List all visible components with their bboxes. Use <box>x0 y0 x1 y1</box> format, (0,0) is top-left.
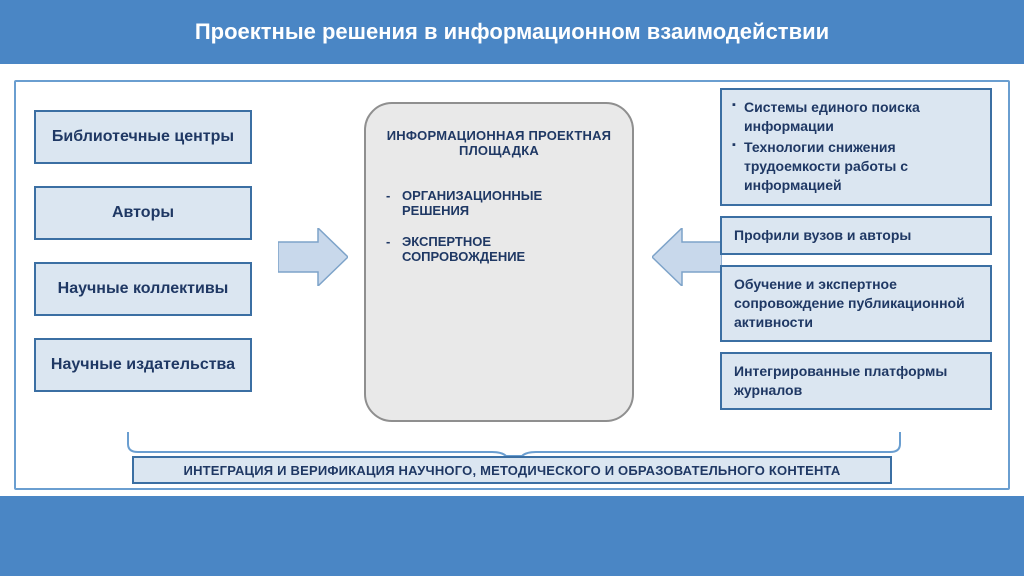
footer-band <box>0 496 1024 576</box>
diagram-frame: Библиотечные центры Авторы Научные колле… <box>14 80 1010 490</box>
right-box-0-bullet-0: Системы единого поиска информации <box>732 98 978 136</box>
right-box-3: Интегрированные платформы журналов <box>720 352 992 410</box>
slide-title: Проектные решения в информационном взаим… <box>195 19 829 45</box>
connector-bracket-icon <box>126 432 902 456</box>
right-box-1: Профили вузов и авторы <box>720 216 992 255</box>
right-box-0-bullet-1: Технологии снижения трудоемкости работы … <box>732 138 978 195</box>
left-box-3: Научные издательства <box>34 338 252 392</box>
center-list: ОРГАНИЗАЦИОННЫЕ РЕШЕНИЯ ЭКСПЕРТНОЕ СОПРО… <box>386 188 612 264</box>
left-box-2: Научные коллективы <box>34 262 252 316</box>
right-box-2: Обучение и экспертное сопровождение публ… <box>720 265 992 342</box>
center-item-1: ЭКСПЕРТНОЕ СОПРОВОЖДЕНИЕ <box>386 234 612 264</box>
bottom-label: ИНТЕГРАЦИЯ И ВЕРИФИКАЦИЯ НАУЧНОГО, МЕТОД… <box>184 463 841 478</box>
left-box-1: Авторы <box>34 186 252 240</box>
bottom-bar: ИНТЕГРАЦИЯ И ВЕРИФИКАЦИЯ НАУЧНОГО, МЕТОД… <box>132 456 892 484</box>
left-column: Библиотечные центры Авторы Научные колле… <box>34 110 252 392</box>
center-title: ИНФОРМАЦИОННАЯ ПРОЕКТНАЯ ПЛОЩАДКА <box>386 128 612 158</box>
right-column: Системы единого поиска информации Технол… <box>720 88 992 410</box>
arrow-right-icon <box>278 228 348 286</box>
arrow-left-icon <box>652 228 722 286</box>
right-box-0: Системы единого поиска информации Технол… <box>720 88 992 206</box>
slide-header: Проектные решения в информационном взаим… <box>0 0 1024 64</box>
left-box-0: Библиотечные центры <box>34 110 252 164</box>
center-panel: ИНФОРМАЦИОННАЯ ПРОЕКТНАЯ ПЛОЩАДКА ОРГАНИ… <box>364 102 634 422</box>
center-item-0: ОРГАНИЗАЦИОННЫЕ РЕШЕНИЯ <box>386 188 612 218</box>
